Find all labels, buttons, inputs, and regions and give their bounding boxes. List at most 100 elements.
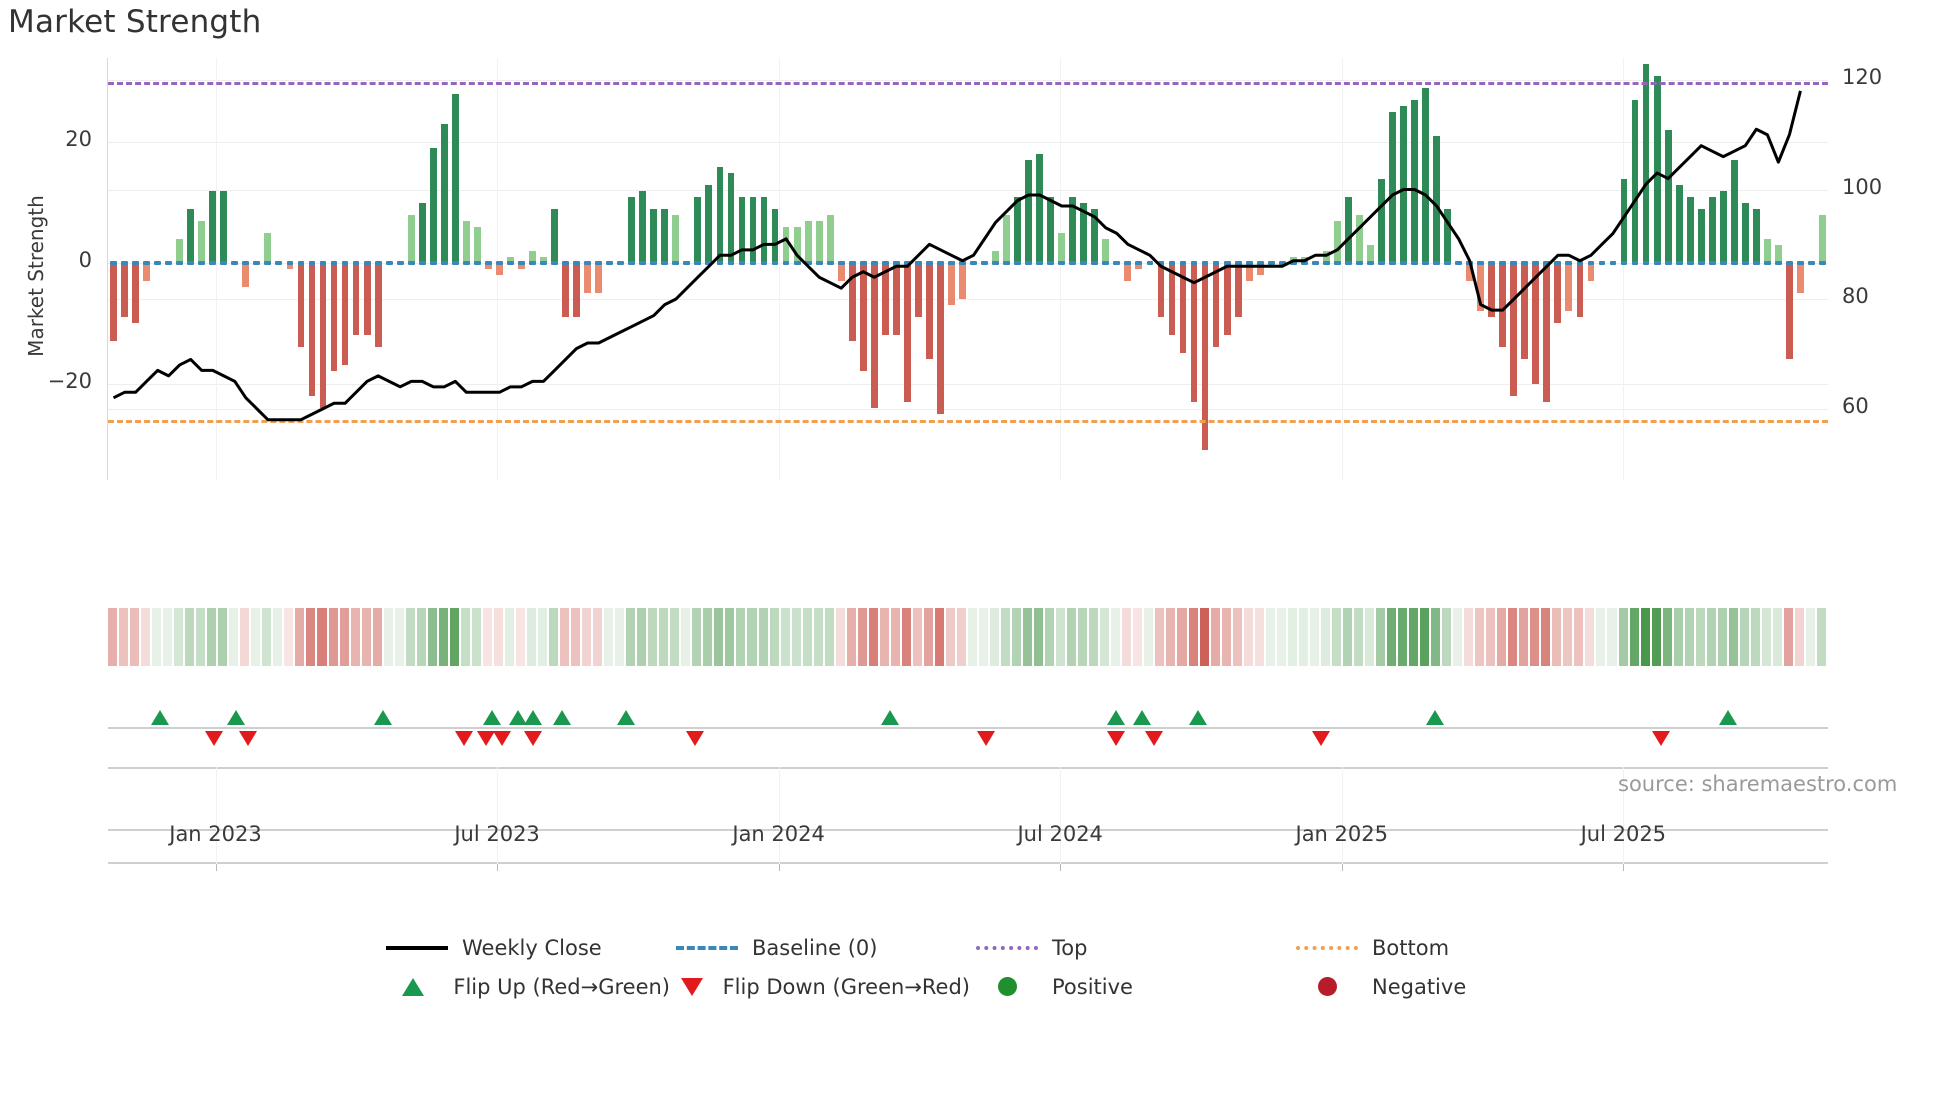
baseline-dash <box>407 260 415 265</box>
heatmap-cell <box>1563 608 1573 666</box>
x-tick-label: Jul 2023 <box>454 822 540 846</box>
strength-bar <box>440 124 448 263</box>
legend-item[interactable]: Flip Down (Green→Red) <box>670 975 970 999</box>
legend-row-markers: Flip Up (Red→Green) Flip Down (Green→Red)… <box>380 967 1620 1006</box>
x-tick-mark <box>1060 864 1062 871</box>
strength-bar <box>1664 130 1672 263</box>
heatmap-cell <box>1045 608 1055 666</box>
strength-bar <box>1752 208 1760 263</box>
heatmap-cell <box>945 608 955 666</box>
dashed-blue-line-icon <box>670 945 744 950</box>
legend-item[interactable]: Weekly Close <box>380 936 670 960</box>
legend-item[interactable]: Baseline (0) <box>670 936 970 960</box>
red-dot-icon <box>1290 977 1364 996</box>
baseline-dash <box>1686 260 1694 265</box>
baseline-dash <box>1080 260 1088 265</box>
heatmap-cell <box>1420 608 1430 666</box>
heatmap-cell <box>1232 608 1242 666</box>
heatmap-cell <box>1309 608 1319 666</box>
baseline-dash <box>981 260 988 265</box>
strength-bar <box>540 256 547 263</box>
baseline-dash <box>1311 260 1319 265</box>
baseline-dash <box>473 260 481 265</box>
baseline-dash <box>1675 260 1683 265</box>
legend-label: Weekly Close <box>462 935 602 960</box>
heatmap-cell <box>1794 608 1804 666</box>
baseline-dash <box>518 260 525 265</box>
baseline-dash <box>1543 260 1551 265</box>
x-tick-mark <box>497 864 499 871</box>
weekly-close-polyline <box>112 90 1802 422</box>
legend-item[interactable]: Bottom <box>1290 936 1620 960</box>
strength-bar <box>1499 262 1507 348</box>
baseline-dash <box>1631 260 1639 265</box>
baseline-dash <box>970 260 977 265</box>
heatmap-cell <box>868 608 878 666</box>
baseline-dash <box>341 260 349 265</box>
baseline-dash <box>1234 260 1242 265</box>
flip-up-marker <box>524 710 543 725</box>
heatmap-cell <box>857 608 867 666</box>
legend-item[interactable]: Negative <box>1290 975 1620 999</box>
heatmap-cell <box>990 608 1000 666</box>
strength-bar <box>573 262 580 318</box>
baseline-dash <box>231 260 239 265</box>
strength-heatmap-strip <box>108 608 1828 666</box>
legend-item[interactable]: Flip Up (Red→Green) <box>380 975 670 999</box>
heatmap-cell <box>1640 608 1650 666</box>
strength-bar <box>1675 184 1683 263</box>
strength-bar <box>143 262 150 282</box>
strength-bar <box>562 262 569 318</box>
baseline-dash <box>672 260 680 265</box>
gridline <box>108 142 1828 144</box>
heatmap-cell <box>1078 608 1088 666</box>
baseline-dash <box>1741 260 1749 265</box>
baseline-dash <box>418 260 426 265</box>
baseline-dash <box>914 260 922 265</box>
heatmap-cell <box>824 608 834 666</box>
strength-bar <box>892 262 900 336</box>
heatmap-cell <box>1023 608 1033 666</box>
baseline-dash <box>1058 260 1066 265</box>
x-tick-label: Jan 2023 <box>169 822 262 846</box>
footer-line-top <box>108 767 1828 769</box>
strength-bar <box>584 262 592 294</box>
heatmap-cell <box>1122 608 1132 666</box>
strength-bar <box>760 196 768 263</box>
heatmap-cell <box>526 608 536 666</box>
heatmap-cell <box>361 608 371 666</box>
heatmap-cell <box>692 608 702 666</box>
heatmap-cell <box>1287 608 1297 666</box>
strength-bar <box>1565 262 1573 312</box>
vertical-gridline <box>778 58 780 480</box>
heatmap-cell <box>1210 608 1220 666</box>
vertical-gridline <box>1341 58 1343 480</box>
baseline-dash <box>992 260 999 265</box>
baseline-dash <box>209 260 217 265</box>
strength-bar <box>1620 178 1628 263</box>
strength-bar <box>914 262 922 318</box>
legend-item[interactable]: Positive <box>970 975 1290 999</box>
heatmap-cell <box>1739 608 1749 666</box>
gridline <box>108 262 1828 264</box>
baseline-dash <box>716 260 724 265</box>
baseline-dash <box>1036 260 1044 265</box>
dotted-purple-line-icon <box>970 945 1044 950</box>
left-axis-title: Market Strength <box>24 195 48 357</box>
heatmap-cell <box>648 608 658 666</box>
baseline-dash <box>1245 260 1253 265</box>
strength-bar <box>937 262 944 414</box>
strength-bar <box>198 220 206 263</box>
baseline-dash <box>859 260 867 265</box>
strength-bar <box>826 214 834 263</box>
main-plot-area <box>108 58 1828 480</box>
heatmap-cell <box>1805 608 1815 666</box>
baseline-dash <box>639 260 647 265</box>
baseline-dash <box>1069 260 1077 265</box>
flip-up-marker <box>1719 710 1738 725</box>
strength-bar <box>1102 238 1110 263</box>
heatmap-cell <box>482 608 492 666</box>
flip-down-marker <box>686 731 705 746</box>
legend-item[interactable]: Top <box>970 936 1290 960</box>
heatmap-cell <box>152 608 162 666</box>
